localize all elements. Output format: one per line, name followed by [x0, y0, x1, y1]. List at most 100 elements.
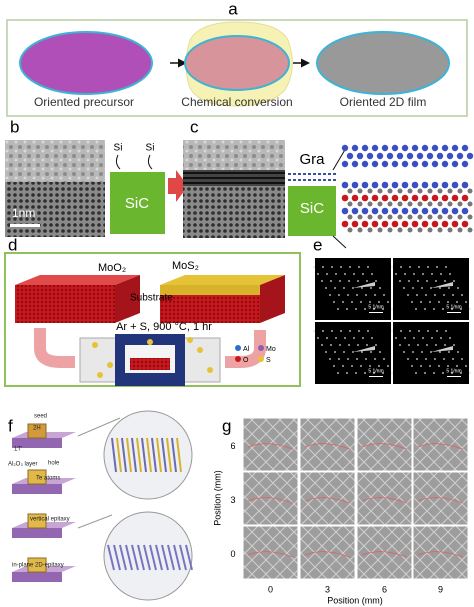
- atom: [397, 214, 403, 220]
- slab-top: [15, 275, 140, 285]
- atom-row: [185, 544, 193, 571]
- slab-top: [160, 275, 285, 285]
- crystal-model: [107, 437, 193, 571]
- spot: [399, 280, 401, 282]
- atom: [447, 188, 453, 194]
- atom: [377, 227, 383, 233]
- atom: [387, 188, 393, 194]
- atom: [461, 144, 469, 152]
- spot: [395, 337, 397, 339]
- spot: [358, 330, 360, 332]
- legend-label: Mo: [266, 346, 276, 353]
- atom: [351, 220, 359, 228]
- spot: [331, 266, 333, 268]
- spot: [465, 365, 467, 367]
- atom-row: [146, 437, 152, 473]
- atom: [376, 152, 384, 160]
- atom-row: [131, 437, 137, 473]
- atom-row: [116, 437, 122, 473]
- spot: [415, 308, 417, 310]
- spot: [426, 344, 428, 346]
- atom: [391, 194, 399, 202]
- scale-label: 5 1/nm: [368, 368, 383, 374]
- atom: [371, 220, 379, 228]
- atom: [451, 220, 459, 228]
- x-tick-label: 3: [325, 584, 330, 594]
- atom: [377, 201, 383, 207]
- spot: [366, 344, 368, 346]
- spot: [362, 273, 364, 275]
- kikuchi-map: [299, 525, 356, 580]
- atom: [401, 194, 409, 202]
- atom: [366, 152, 374, 160]
- atom: [397, 227, 403, 233]
- atom: [351, 207, 359, 215]
- spot: [337, 372, 339, 374]
- spot: [395, 273, 397, 275]
- caption: Oriented precursor: [34, 95, 134, 109]
- kikuchi-map: [299, 417, 356, 472]
- atom-row: [137, 544, 145, 571]
- atom: [341, 207, 349, 215]
- condition-label: Ar + S, 900 °C, 1 hr: [116, 321, 212, 333]
- atom: [416, 152, 424, 160]
- pattern-line: [247, 551, 294, 558]
- atom: [341, 220, 349, 228]
- spot: [404, 337, 406, 339]
- spot: [448, 351, 450, 353]
- beam-stop: [431, 346, 453, 352]
- atom: [197, 347, 203, 353]
- spot: [322, 266, 324, 268]
- atom: [357, 188, 363, 194]
- atom: [431, 144, 439, 152]
- spot: [344, 337, 346, 339]
- atom: [411, 181, 419, 189]
- atom: [361, 194, 369, 202]
- spot: [421, 287, 423, 289]
- grown-layer: [27, 513, 47, 529]
- atom: [427, 214, 433, 220]
- spot: [331, 330, 333, 332]
- atom: [437, 227, 443, 233]
- atom-row: [113, 544, 121, 571]
- spot: [436, 330, 438, 332]
- legend-swatch: [258, 345, 264, 351]
- kikuchi-map: [412, 471, 469, 526]
- spot: [343, 351, 345, 353]
- spot: [422, 273, 424, 275]
- panel-label: d: [8, 235, 17, 254]
- atom: [461, 194, 469, 202]
- slab-side: [115, 275, 140, 323]
- spot: [416, 358, 418, 360]
- atom: [347, 188, 353, 194]
- atom-row: [156, 437, 162, 473]
- kikuchi-map: [356, 417, 413, 472]
- spot: [329, 294, 331, 296]
- atom: [411, 160, 419, 168]
- spot: [435, 280, 437, 282]
- atom: [431, 194, 439, 202]
- zoom-line: [77, 417, 121, 529]
- atom: [461, 207, 469, 215]
- atom: [437, 188, 443, 194]
- atom: [92, 342, 98, 348]
- spot: [335, 337, 337, 339]
- atom: [407, 188, 413, 194]
- grown-layer: [27, 423, 47, 439]
- spot: [424, 372, 426, 374]
- atom: [371, 181, 379, 189]
- atom: [381, 181, 389, 189]
- legend-label: O: [243, 357, 249, 364]
- bond: [115, 154, 153, 170]
- panel-label: c: [190, 117, 199, 136]
- spot: [346, 308, 348, 310]
- spot: [387, 365, 389, 367]
- atom: [457, 227, 463, 233]
- atom: [451, 144, 459, 152]
- spot: [460, 308, 462, 310]
- annotation: Te atoms: [36, 476, 60, 482]
- spot: [322, 330, 324, 332]
- scale-label: 5 1/nm: [446, 368, 461, 374]
- atom: [347, 201, 353, 207]
- atom: [411, 207, 419, 215]
